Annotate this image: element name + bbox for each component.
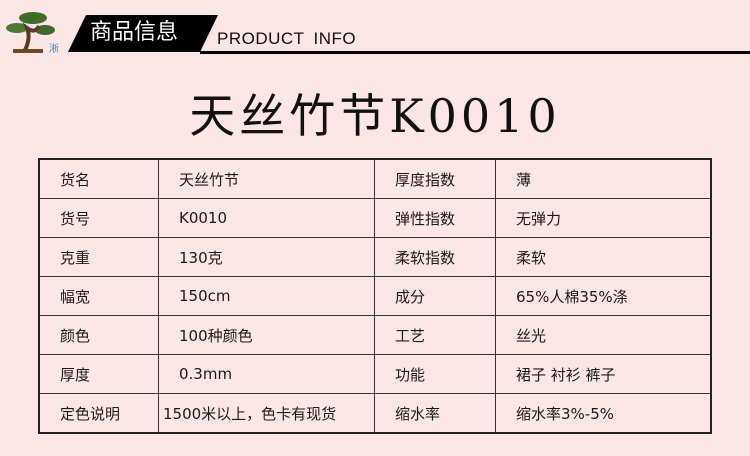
spec-label: 工艺 xyxy=(374,315,496,355)
spec-label: 幅宽 xyxy=(38,276,159,316)
header-title-en: PRODUCT INFO xyxy=(217,29,357,48)
spec-label: 货名 xyxy=(38,158,159,199)
header-banner xyxy=(68,15,218,52)
spec-label: 颜色 xyxy=(38,315,159,355)
table-row: 颜色 100种颜色 工艺 丝光 xyxy=(38,315,712,355)
product-info-table: 货名 天丝竹节 厚度指数薄货号 K0010 弹性指数 无弹力 克重 130克 柔软指数 柔软 幅宽 1… xyxy=(38,158,712,434)
spec-label: 厚度指数 xyxy=(374,158,496,199)
spec-value: 65%人棉35%涤 xyxy=(495,276,712,316)
bonsai-tree-logo: 淅 xyxy=(6,12,59,55)
spec-label: 货号 xyxy=(38,198,159,238)
spec-value: 缩水率3%-5% xyxy=(495,393,712,434)
spec-label: 成分 xyxy=(374,276,496,316)
spec-label: 缩水率 xyxy=(374,393,496,434)
spec-value: 柔软 xyxy=(495,237,712,277)
spec-value: 150cm xyxy=(158,276,375,316)
spec-value: 天丝竹节 xyxy=(158,158,375,199)
spec-label: 柔软指数 xyxy=(374,237,496,277)
spec-value: 0.3mm xyxy=(158,354,375,394)
spec-value: 1500米以上，色卡有现货 xyxy=(158,393,375,434)
spec-label: 弹性指数 xyxy=(374,198,496,238)
table-row: 幅宽 150cm 成分 65%人棉35%涤 xyxy=(38,276,712,316)
header-rule xyxy=(200,51,750,54)
spec-value: 100种颜色 xyxy=(158,315,375,355)
spec-value: 裙子 衬衫 裤子 xyxy=(495,354,712,394)
spec-label: 克重 xyxy=(38,237,159,277)
spec-value: 薄 xyxy=(495,158,712,199)
spec-value: 无弹力 xyxy=(495,198,712,238)
spec-label: 厚度 xyxy=(38,354,159,394)
svg-text:淅: 淅 xyxy=(49,43,59,55)
table-row: 货名 天丝竹节 厚度指数薄 xyxy=(38,158,712,199)
spec-label: 定色说明 xyxy=(38,393,159,434)
spec-value: K0010 xyxy=(158,198,375,238)
table-row: 克重 130克 柔软指数 柔软 xyxy=(38,237,712,277)
table-row: 厚度 0.3mm 功能 裙子 衬衫 裤子 xyxy=(38,354,712,394)
table-row: 货号 K0010 弹性指数 无弹力 xyxy=(38,198,712,238)
table-row: 定色说明 1500米以上，色卡有现货 缩水率 缩水率3%-5% xyxy=(38,393,712,434)
product-title: 天丝竹节K0010 xyxy=(189,89,561,143)
header-title-cn: 商品信息 xyxy=(90,20,179,45)
spec-label: 功能 xyxy=(374,354,496,394)
spec-value: 130克 xyxy=(158,237,375,277)
spec-value: 丝光 xyxy=(495,315,712,355)
